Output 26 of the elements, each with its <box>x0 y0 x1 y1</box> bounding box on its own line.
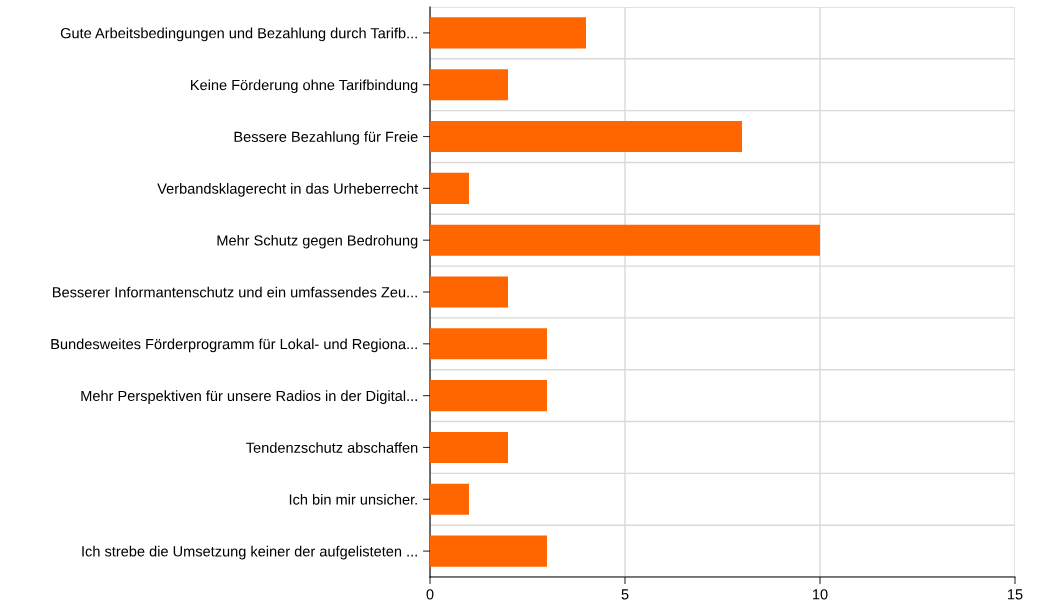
y-tick-label: Besserer Informantenschutz und ein umfassendes Zeu... <box>53 286 417 298</box>
x-tick-label: 10 <box>813 589 828 600</box>
x-tick-label: 0 <box>426 589 434 600</box>
y-tick-label: Mehr Perspektiven für unsere Radios in der Digital... <box>81 390 417 404</box>
bar <box>430 172 469 204</box>
y-tick-label: Gute Arbeitsbedingungen und Bezahlung durch Tarifb... <box>60 27 417 42</box>
bar <box>430 380 547 412</box>
y-tick-label: Tendenzschutz abschaffen <box>246 442 418 453</box>
x-tick-label: 5 <box>621 589 629 600</box>
bar <box>430 431 508 463</box>
bar <box>430 276 508 308</box>
y-tick-label: Mehr Schutz gegen Bedrohung <box>217 234 418 249</box>
bar <box>430 535 547 567</box>
bar <box>430 224 820 256</box>
y-tick-label: Bundesweites Förderprogramm für Lokal- und Regiona... <box>51 338 417 353</box>
y-tick-label: Ich strebe die Umsetzung keiner der aufgelisteten ... <box>82 545 417 560</box>
y-tick-label: Verbandsklagerecht in das Urheberrecht <box>157 183 419 197</box>
bar <box>430 69 508 101</box>
bar <box>430 17 586 49</box>
y-tick-label: Keine Förderung ohne Tarifbindung <box>191 79 418 94</box>
x-tick-label: 15 <box>1008 589 1023 600</box>
bar <box>430 328 547 360</box>
bar <box>430 483 469 515</box>
y-tick-label: Ich bin mir unsicher. <box>289 493 417 505</box>
bar <box>430 121 742 153</box>
y-tick-label: Bessere Bezahlung für Freie <box>234 131 418 145</box>
